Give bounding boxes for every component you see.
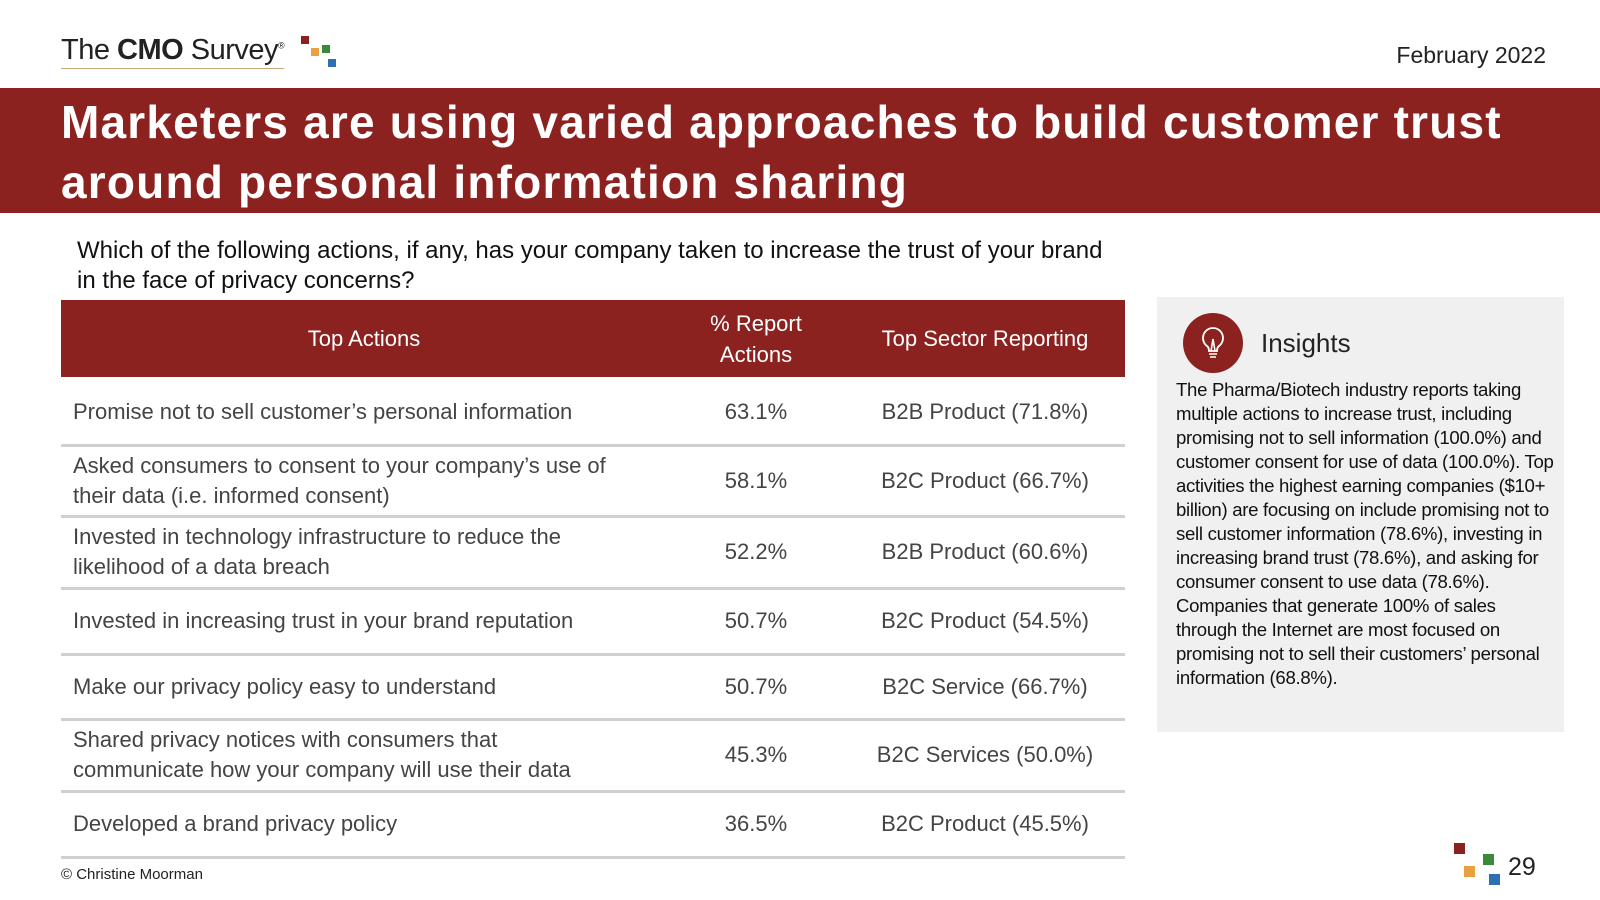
footer-square — [1489, 874, 1500, 885]
percent-cell: 45.3% — [667, 719, 845, 793]
table-row: Shared privacy notices with consumers th… — [61, 719, 1125, 793]
sector-cell: B2C Product (66.7%) — [845, 445, 1125, 518]
insights-text: The Pharma/Biotech industry reports taki… — [1176, 379, 1554, 688]
insights-title: Insights — [1261, 328, 1351, 358]
logo-mark: ® — [278, 40, 285, 51]
sector-cell: B2B Product (71.8%) — [845, 379, 1125, 447]
footer-square — [1483, 854, 1494, 865]
action-cell: Invested in technology infrastructure to… — [61, 516, 667, 590]
logo: The CMO Survey® — [61, 34, 285, 69]
logo-cmo: CMO — [117, 34, 184, 66]
action-cell: Shared privacy notices with consumers th… — [61, 719, 667, 793]
table-row: Promise not to sell customer’s personal … — [61, 379, 1125, 447]
table-row: Invested in increasing trust in your bra… — [61, 588, 1125, 656]
sector-cell: B2C Service (66.7%) — [845, 654, 1125, 721]
logo-square — [322, 45, 330, 53]
percent-cell: 52.2% — [667, 516, 845, 590]
logo-square — [301, 36, 309, 44]
logo-square — [328, 59, 336, 67]
percent-cell: 63.1% — [667, 379, 845, 447]
percent-cell: 50.7% — [667, 654, 845, 721]
percent-cell: 50.7% — [667, 588, 845, 656]
footer-square — [1454, 843, 1465, 854]
table-row: Invested in technology infrastructure to… — [61, 516, 1125, 590]
table-row: Developed a brand privacy policy 36.5% B2C… — [61, 791, 1125, 859]
table-row: Make our privacy policy easy to understa… — [61, 654, 1125, 721]
title-band — [0, 88, 1600, 213]
action-cell: Invested in increasing trust in your bra… — [61, 588, 667, 656]
logo-square — [311, 48, 319, 56]
slide-title: Marketers are using varied approaches to… — [61, 96, 1502, 208]
sector-cell: B2C Product (54.5%) — [845, 588, 1125, 656]
action-cell: Developed a brand privacy policy — [61, 791, 667, 859]
sector-cell: B2C Product (45.5%) — [845, 791, 1125, 859]
percent-cell: 36.5% — [667, 791, 845, 859]
table-row: Asked consumers to consent to your compa… — [61, 445, 1125, 518]
column-header: % Report Actions — [667, 300, 845, 381]
logo-survey: Survey — [190, 34, 279, 66]
sector-cell: B2C Services (50.0%) — [845, 719, 1125, 793]
header-row: Top Actions% Report Actions Top Sector Re… — [61, 300, 1125, 381]
question: Which of the following actions, if any, … — [77, 237, 1103, 294]
actions-table: Top Actions% Report Actions Top Sector Re… — [61, 300, 1125, 859]
bulb-icon — [1183, 313, 1243, 373]
column-header: Top Sector Reporting — [845, 300, 1125, 381]
percent-cell: 58.1% — [667, 445, 845, 518]
action-cell: Promise not to sell customer’s personal … — [61, 379, 667, 447]
column-header: Top Actions — [61, 300, 667, 381]
date: February 2022 — [1396, 42, 1546, 68]
action-cell: Asked consumers to consent to your compa… — [61, 445, 667, 518]
logo-the: The — [61, 34, 110, 66]
sector-cell: B2B Product (60.6%) — [845, 516, 1125, 590]
action-cell: Make our privacy policy easy to understa… — [61, 654, 667, 721]
page-number: 29 — [1508, 853, 1536, 881]
footer-square — [1464, 866, 1475, 877]
copyright: © Christine Moorman — [61, 866, 203, 883]
